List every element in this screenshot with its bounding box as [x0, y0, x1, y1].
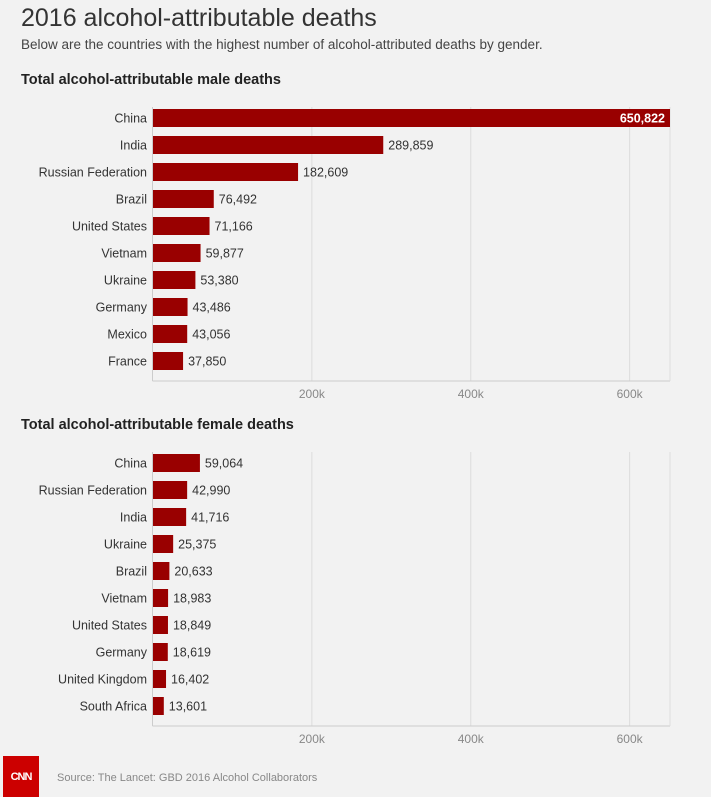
category-label: India — [120, 139, 147, 153]
category-label: Russian Federation — [39, 484, 147, 498]
category-label: China — [114, 112, 147, 126]
bar — [153, 670, 167, 688]
bar — [153, 508, 187, 526]
category-label: Germany — [96, 301, 148, 315]
page-subtitle: Below are the countries with the highest… — [21, 37, 543, 52]
data-label: 18,619 — [173, 646, 211, 660]
data-label: 53,380 — [200, 274, 238, 288]
male-deaths-chart: 200k 400k 600k China 650,822 India 289,859 Russ… — [39, 107, 671, 400]
x-tick-label: 400k — [458, 387, 485, 400]
bar — [153, 454, 200, 472]
bar — [153, 697, 164, 715]
bar — [153, 190, 214, 208]
bar — [153, 244, 201, 262]
bar — [153, 616, 168, 634]
bar — [153, 163, 299, 181]
x-tick-label: 200k — [299, 387, 326, 400]
category-label: Vietnam — [101, 247, 147, 261]
category-label: France — [108, 355, 147, 369]
data-label: 43,056 — [192, 328, 230, 342]
male-chart-title: Total alcohol-attributable male deaths — [21, 72, 281, 88]
category-label: Mexico — [107, 328, 147, 342]
source-note: Source: The Lancet: GBD 2016 Alcohol Col… — [57, 772, 318, 784]
data-label: 41,716 — [191, 511, 229, 525]
female-deaths-chart: 200k 400k 600k China 59,064 Russian Federatio… — [39, 452, 671, 746]
bar — [153, 136, 384, 154]
data-label: 13,601 — [169, 700, 207, 714]
data-label: 18,849 — [173, 619, 211, 633]
data-label: 20,633 — [174, 565, 212, 579]
category-label: South Africa — [80, 700, 147, 714]
data-label: 71,166 — [215, 220, 253, 234]
female-chart-title: Total alcohol-attributable female deaths — [21, 417, 294, 433]
data-label: 182,609 — [303, 166, 348, 180]
data-label: 59,064 — [205, 457, 243, 471]
x-tick-label: 200k — [299, 732, 326, 746]
category-label: United States — [72, 619, 147, 633]
data-label: 43,486 — [193, 301, 231, 315]
bar — [153, 325, 188, 343]
category-label: Brazil — [116, 193, 147, 207]
bar — [153, 589, 169, 607]
category-label: United States — [72, 220, 147, 234]
data-label: 76,492 — [219, 193, 257, 207]
x-tick-label: 400k — [458, 732, 485, 746]
category-label: Ukraine — [104, 538, 147, 552]
bar — [153, 109, 670, 127]
bar — [153, 481, 188, 499]
category-label: Vietnam — [101, 592, 147, 606]
category-label: India — [120, 511, 147, 525]
bar — [153, 643, 168, 661]
data-label: 650,822 — [620, 112, 665, 126]
bar — [153, 352, 184, 370]
page-title: 2016 alcohol-attributable deaths — [21, 4, 377, 32]
bar — [153, 298, 188, 316]
bar — [153, 562, 170, 580]
category-label: China — [114, 457, 147, 471]
bar — [153, 271, 196, 289]
data-label: 16,402 — [171, 673, 209, 687]
data-label: 289,859 — [388, 139, 433, 153]
data-label: 59,877 — [206, 247, 244, 261]
bar — [153, 217, 210, 235]
data-label: 18,983 — [173, 592, 211, 606]
category-label: Germany — [96, 646, 148, 660]
category-label: United Kingdom — [58, 673, 147, 687]
category-label: Brazil — [116, 565, 147, 579]
data-label: 37,850 — [188, 355, 226, 369]
bar — [153, 535, 174, 553]
x-tick-label: 600k — [617, 387, 644, 400]
x-tick-label: 600k — [617, 732, 644, 746]
data-label: 42,990 — [192, 484, 230, 498]
category-label: Ukraine — [104, 274, 147, 288]
category-label: Russian Federation — [39, 166, 147, 180]
data-label: 25,375 — [178, 538, 216, 552]
cnn-logo: CNN — [3, 756, 39, 797]
